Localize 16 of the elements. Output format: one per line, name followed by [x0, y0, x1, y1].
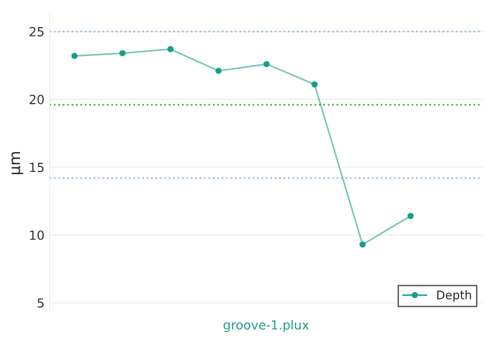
y-tick-label: 15 [30, 162, 44, 172]
y-tick-label: 20 [30, 94, 44, 104]
y-axis-title: µm [11, 152, 24, 174]
point [263, 60, 270, 68]
x-axis-title: groove-1.plux [224, 320, 309, 332]
y-tick-label: 5 [38, 298, 44, 308]
point [359, 241, 366, 248]
y-tick-label: 10 [30, 230, 44, 240]
point [119, 50, 126, 56]
legend-label: Depth [437, 290, 471, 302]
point [407, 212, 414, 220]
point [311, 81, 318, 88]
point [215, 68, 222, 74]
point [71, 52, 78, 60]
point [167, 46, 174, 52]
y-tick-label: 25 [30, 26, 44, 36]
